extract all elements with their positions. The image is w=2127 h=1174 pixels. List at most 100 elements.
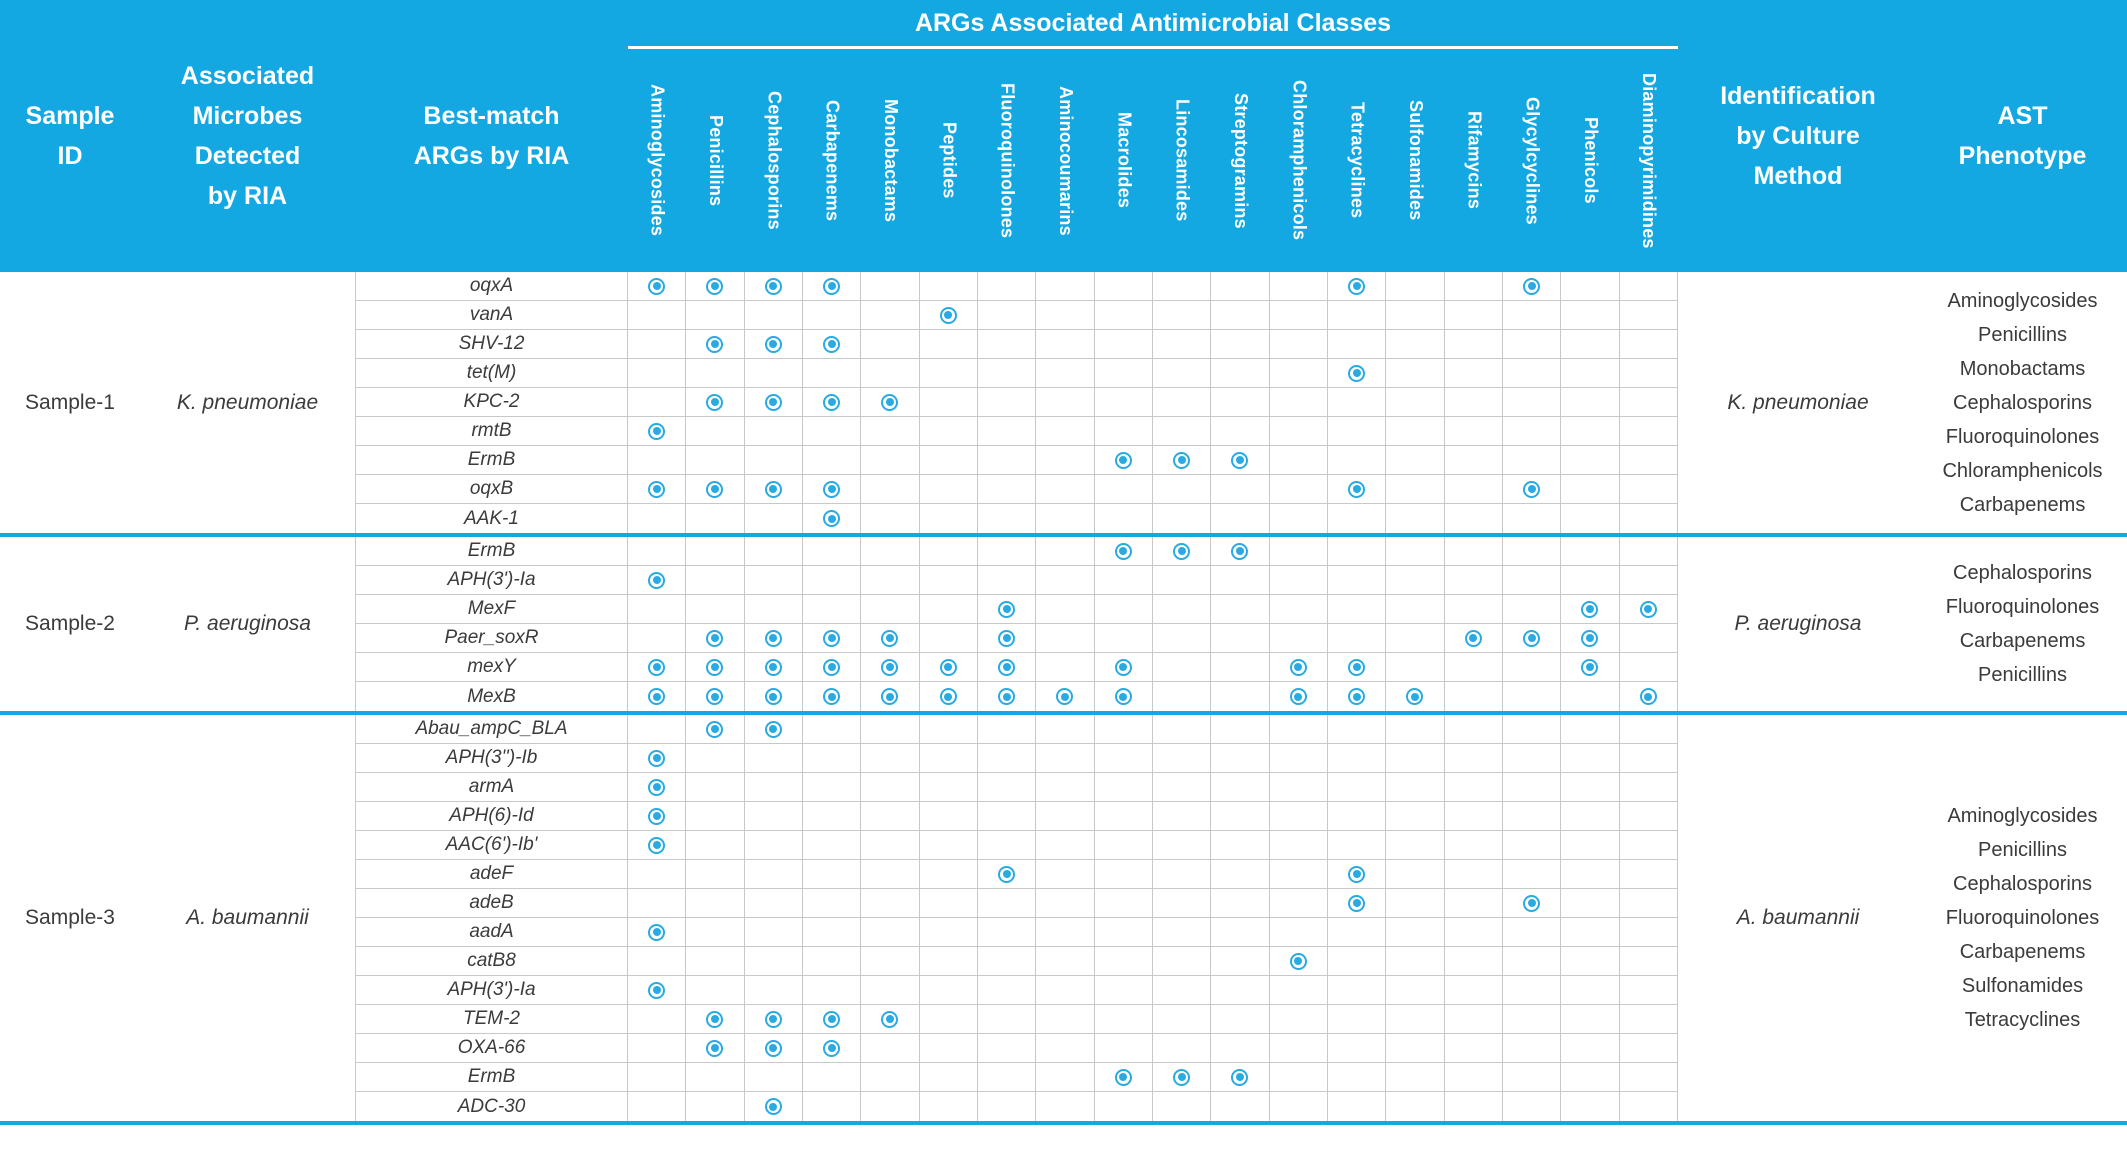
resistance-dot-icon <box>998 629 1016 647</box>
arg-class-cell-fluoroquinolones <box>978 504 1037 533</box>
resistance-dot-icon <box>764 658 782 676</box>
class-label-text: Macrolides <box>1114 112 1135 209</box>
class-label-aminoglycosides: Aminoglycosides <box>628 49 686 272</box>
arg-class-cell-lincosamides <box>1153 624 1212 652</box>
arg-class-cell-sulfonamides <box>1386 976 1445 1004</box>
arg-class-cell-tetracyclines <box>1328 1005 1387 1033</box>
arg-class-cell-cephalosporins <box>745 330 803 358</box>
arg-class-cell-monobactams <box>861 744 920 772</box>
arg-class-cell-penicillins <box>686 1034 745 1062</box>
arg-class-cell-lincosamides <box>1153 889 1212 917</box>
arg-class-cell-lincosamides <box>1153 301 1212 329</box>
arg-class-cell-lincosamides <box>1153 475 1212 503</box>
arg-class-cell-monobactams <box>861 889 920 917</box>
arg-class-cell-cephalosporins <box>745 715 803 743</box>
arg-class-cell-fluoroquinolones <box>978 802 1037 830</box>
arg-class-cell-penicillins <box>686 301 745 329</box>
args-grid: Abau_ampC_BLA APH(3'')-Ib armA APH(6)-Id AAC… <box>355 715 1678 1121</box>
arg-class-cell-tetracyclines <box>1328 682 1387 711</box>
arg-gene-name: ErmB <box>355 537 628 565</box>
resistance-dot-icon <box>1464 629 1482 647</box>
arg-class-cell-phenicols <box>1561 272 1620 300</box>
arg-gene-name: oqxA <box>355 272 628 300</box>
arg-class-cell-streptogramins <box>1211 566 1270 594</box>
arg-class-cell-diaminopyrimidines <box>1620 595 1678 623</box>
arg-class-cell-peptides <box>920 1063 978 1091</box>
arg-class-cell-chloramphenicols <box>1270 1063 1328 1091</box>
identification-by-culture: A. baumannii <box>1736 906 1860 929</box>
resistance-dot-icon <box>648 807 666 825</box>
arg-class-cell-sulfonamides <box>1386 1005 1445 1033</box>
arg-class-cell-fluoroquinolones <box>978 744 1037 772</box>
arg-gene-name: vanA <box>355 301 628 329</box>
arg-class-cell-glycylcyclines <box>1503 272 1562 300</box>
arg-class-cell-glycylcyclines <box>1503 860 1562 888</box>
arg-class-cell-aminoglycosides <box>628 537 687 565</box>
arg-class-cell-tetracyclines <box>1328 1092 1387 1121</box>
arg-row: APH(3'')-Ib <box>355 744 1678 773</box>
class-label-text: Penicillins <box>705 114 726 207</box>
arg-class-cell-fluoroquinolones <box>978 773 1037 801</box>
class-label-text: Cephalosporins <box>764 91 785 230</box>
arg-gene-name: ErmB <box>355 446 628 474</box>
resistance-dot-icon <box>823 1010 841 1028</box>
arg-class-cell-penicillins <box>686 330 745 358</box>
arg-class-cell-tetracyclines <box>1328 831 1387 859</box>
resistance-dot-icon <box>881 393 899 411</box>
arg-class-cell-cephalosporins <box>745 1005 803 1033</box>
header-identification: Identification by Culture Method <box>1720 82 1876 190</box>
resistance-dot-icon <box>1639 600 1657 618</box>
arg-class-cell-fluoroquinolones <box>978 653 1037 681</box>
arg-class-cell-sulfonamides <box>1386 566 1445 594</box>
arg-class-cell-glycylcyclines <box>1503 773 1562 801</box>
arg-class-cell-phenicols <box>1561 831 1620 859</box>
arg-class-cell-sulfonamides <box>1386 301 1445 329</box>
arg-class-cell-peptides <box>920 624 978 652</box>
arg-class-cell-rifamycins <box>1445 1063 1503 1091</box>
resistance-dot-icon <box>1639 688 1657 705</box>
arg-class-cell-lincosamides <box>1153 860 1212 888</box>
arg-class-cell-macrolides <box>1095 359 1153 387</box>
arg-class-cell-streptogramins <box>1211 947 1270 975</box>
arg-class-cell-phenicols <box>1561 653 1620 681</box>
arg-class-cell-rifamycins <box>1445 889 1503 917</box>
arg-class-cell-monobactams <box>861 918 920 946</box>
resistance-dot-icon <box>823 658 841 676</box>
ast-phenotype-item: Cephalosporins <box>1953 562 2092 584</box>
arg-class-cell-aminoglycosides <box>628 947 687 975</box>
arg-class-cell-rifamycins <box>1445 330 1503 358</box>
arg-class-cell-rifamycins <box>1445 860 1503 888</box>
arg-class-cell-phenicols <box>1561 446 1620 474</box>
arg-class-cell-sulfonamides <box>1386 417 1445 445</box>
arg-class-cell-aminoglycosides <box>628 359 687 387</box>
arg-gene-name: ErmB <box>355 1063 628 1091</box>
arg-class-cell-streptogramins <box>1211 272 1270 300</box>
arg-class-cell-diaminopyrimidines <box>1620 475 1678 503</box>
arg-class-cell-aminocoumarins <box>1036 1063 1095 1091</box>
arg-class-cell-sulfonamides <box>1386 744 1445 772</box>
arg-class-cell-streptogramins <box>1211 653 1270 681</box>
arg-class-cell-carbapenems <box>803 889 862 917</box>
arg-class-cell-aminocoumarins <box>1036 947 1095 975</box>
arg-gene-name: adeF <box>355 860 628 888</box>
arg-class-cell-glycylcyclines <box>1503 595 1562 623</box>
arg-row: catB8 <box>355 947 1678 976</box>
arg-class-cell-rifamycins <box>1445 1005 1503 1033</box>
arg-class-cell-carbapenems <box>803 595 862 623</box>
arg-class-cell-sulfonamides <box>1386 1092 1445 1121</box>
resistance-dot-icon <box>764 629 782 647</box>
arg-class-cell-macrolides <box>1095 272 1153 300</box>
arg-class-cell-chloramphenicols <box>1270 773 1328 801</box>
arg-class-cell-aminoglycosides <box>628 802 687 830</box>
arg-class-cell-lincosamides <box>1153 773 1212 801</box>
resistance-dot-icon <box>648 480 666 498</box>
arg-class-cell-glycylcyclines <box>1503 715 1562 743</box>
arg-class-cell-aminocoumarins <box>1036 889 1095 917</box>
arg-class-cell-rifamycins <box>1445 744 1503 772</box>
arg-class-cell-glycylcyclines <box>1503 1005 1562 1033</box>
arg-class-cell-rifamycins <box>1445 595 1503 623</box>
arg-class-cell-chloramphenicols <box>1270 330 1328 358</box>
arg-class-cell-streptogramins <box>1211 860 1270 888</box>
resistance-dot-icon <box>1581 629 1599 647</box>
arg-class-cell-chloramphenicols <box>1270 272 1328 300</box>
